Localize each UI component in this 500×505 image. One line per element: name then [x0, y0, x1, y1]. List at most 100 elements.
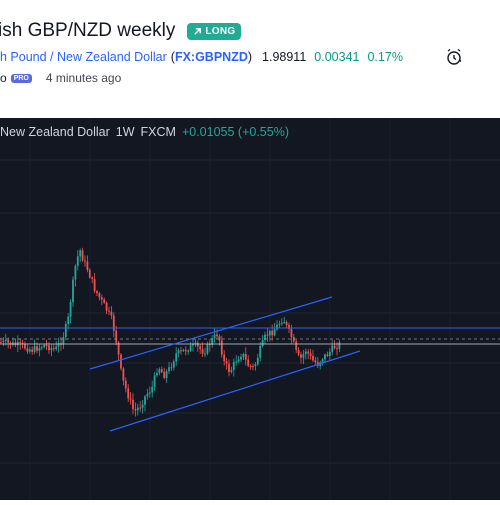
channel-upper-line [89, 296, 333, 370]
candle-body [40, 347, 43, 349]
candle-body [129, 398, 132, 400]
candle-body [249, 365, 252, 367]
candle-body [180, 350, 182, 352]
candle-body [122, 368, 125, 381]
candle-body [134, 409, 137, 411]
candle-body [237, 359, 240, 362]
candle-body [16, 342, 19, 346]
candle-body [91, 277, 94, 280]
candle-body [295, 341, 298, 350]
arrow-up-right-icon [194, 27, 202, 35]
candle-body [33, 346, 36, 352]
candle-body [292, 337, 295, 342]
candle-body [19, 342, 22, 344]
candle-body [242, 354, 245, 357]
candle-body [321, 359, 324, 363]
long-badge-label: LONG [205, 25, 236, 37]
candle-body [100, 297, 103, 300]
pro-badge: PRO [10, 73, 32, 83]
candle-body [199, 346, 202, 350]
candle-body [151, 386, 154, 393]
candle-body [172, 361, 175, 368]
legend-source: FXCM [140, 125, 176, 139]
candle-body [290, 328, 293, 338]
candle-body [4, 340, 7, 342]
candle-body [81, 250, 84, 261]
symbol-ticker[interactable]: (FX:GBPNZD) [171, 50, 252, 64]
candle-body [79, 250, 82, 257]
candle-body [194, 342, 197, 345]
candle-body [218, 336, 221, 341]
candle-body [192, 344, 194, 346]
candle-body [144, 396, 146, 405]
channel-lower-line [109, 350, 361, 432]
candle-body [115, 330, 118, 343]
candle-body [336, 348, 338, 350]
candle-body [228, 363, 230, 373]
candle-body [273, 329, 276, 336]
candle-body [182, 349, 185, 351]
candle-body [230, 369, 233, 373]
candle-body [57, 343, 60, 347]
ticker-link[interactable]: FX:GBPNZD [174, 50, 248, 64]
candle-body [261, 340, 264, 347]
candle-body [158, 369, 161, 374]
candle-body [187, 350, 190, 352]
candle-body [38, 347, 41, 351]
ticker-close-paren: ) [247, 50, 253, 64]
candle-body [84, 260, 86, 262]
candle-body [220, 340, 223, 355]
candle-body [105, 302, 108, 311]
candle-body [304, 351, 307, 355]
candle-body [7, 340, 10, 343]
candle-body [36, 346, 38, 351]
candle-body [244, 354, 247, 360]
candle-body [338, 342, 341, 349]
candle-body [211, 338, 214, 345]
candle-body [297, 349, 300, 355]
candle-body [141, 404, 144, 408]
candle-body [276, 324, 278, 330]
candle-body [252, 366, 254, 368]
legend-pair: New Zealand Dollar [0, 125, 110, 139]
candle-body [124, 380, 127, 389]
author-name[interactable]: o [0, 71, 7, 85]
symbol-name-link[interactable]: h Pound / New Zealand Dollar [0, 50, 167, 64]
candle-body [196, 342, 199, 347]
candle-body [148, 392, 151, 394]
candle-body [213, 334, 216, 339]
alarm-clock-icon[interactable] [444, 47, 464, 67]
chart-area[interactable] [0, 118, 500, 500]
candle-body [302, 354, 305, 358]
candle-body [168, 367, 170, 372]
candle-body [216, 334, 218, 337]
candle-body [48, 345, 50, 351]
candle-body [240, 356, 242, 360]
candle-body [256, 357, 259, 365]
candle-body [74, 265, 77, 280]
long-badge: LONG [187, 22, 242, 40]
candle-body [163, 371, 166, 378]
candle-body [333, 345, 336, 349]
candle-body [206, 344, 209, 354]
candle-body [314, 360, 317, 363]
candle-body [2, 340, 5, 343]
price-change-percent: 0.17% [367, 50, 403, 64]
chart-legend: New Zealand Dollar 1W FXCM +0.01055 (+0.… [0, 124, 289, 140]
candle-body [312, 355, 314, 361]
candle-body [280, 322, 283, 324]
legend-interval[interactable]: 1W [115, 125, 135, 139]
candle-body [326, 354, 329, 356]
candle-body [103, 299, 106, 303]
candle-body [208, 344, 211, 346]
candle-body [225, 361, 228, 364]
candle-body [175, 353, 178, 362]
candle-body [117, 342, 120, 355]
price-chart[interactable] [0, 118, 500, 500]
candle-body [98, 293, 101, 298]
candle-body [21, 342, 24, 345]
candle-body [110, 311, 113, 316]
candle-body [50, 348, 53, 351]
candle-body [55, 346, 58, 350]
candle-body [26, 348, 29, 352]
